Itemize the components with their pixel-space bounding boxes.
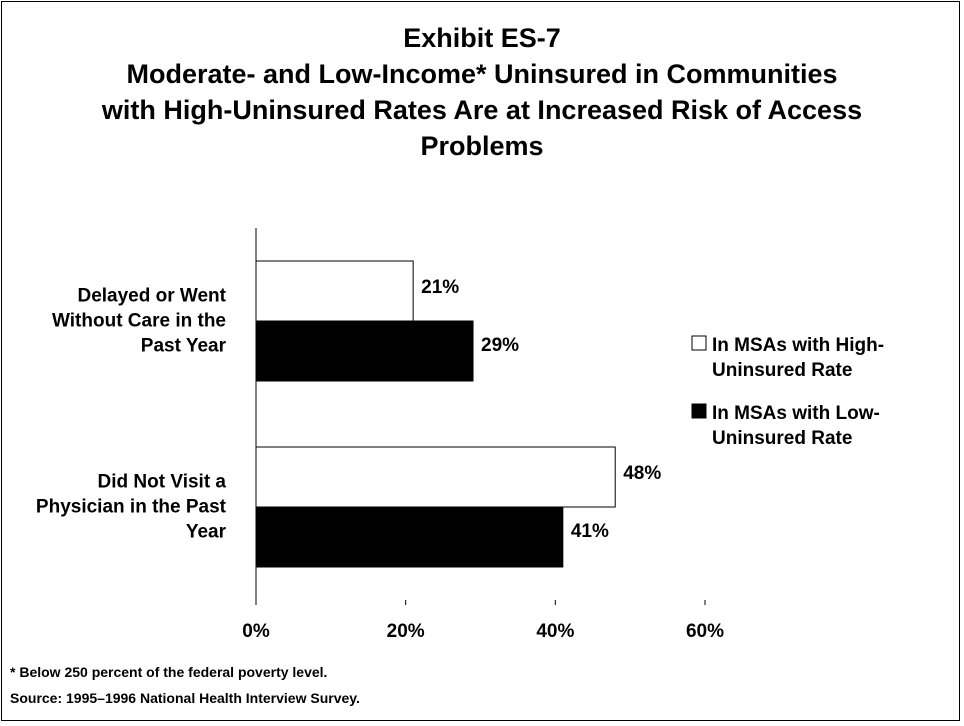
value-label: 48%: [623, 463, 661, 484]
legend-swatch: [691, 335, 707, 351]
value-label: 21%: [421, 277, 459, 298]
chart-title: Exhibit ES-7: [403, 23, 561, 53]
chart-subtitle: Moderate- and Low-Income* Uninsured in C…: [101, 59, 863, 161]
x-tick-label: 60%: [686, 621, 724, 642]
value-label: 29%: [481, 335, 519, 356]
legend-swatch: [691, 403, 707, 419]
bar: [255, 320, 474, 382]
x-tick-label: 0%: [242, 621, 270, 642]
legend-label: In MSAs with Low-Uninsured Rate: [712, 403, 880, 449]
legend-label: In MSAs with High-Uninsured Rate: [712, 335, 885, 381]
category-label: Did Not Visit a Physician in the Past Ye…: [35, 471, 226, 543]
bar: [255, 446, 616, 508]
x-tick-label: 40%: [536, 621, 574, 642]
bar: [255, 260, 414, 322]
value-label: 41%: [571, 521, 609, 542]
x-tick-label: 20%: [387, 621, 425, 642]
footnote: Source: 1995–1996 National Health Interv…: [10, 690, 360, 706]
footnote: * Below 250 percent of the federal pover…: [10, 664, 328, 680]
bar: [255, 506, 564, 568]
category-label: Delayed or Went Without Care in the Past…: [52, 285, 226, 357]
